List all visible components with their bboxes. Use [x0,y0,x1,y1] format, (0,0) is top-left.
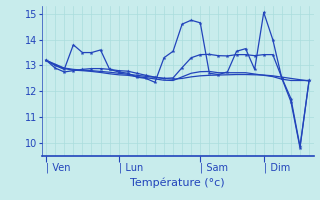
X-axis label: Température (°c): Température (°c) [130,178,225,188]
